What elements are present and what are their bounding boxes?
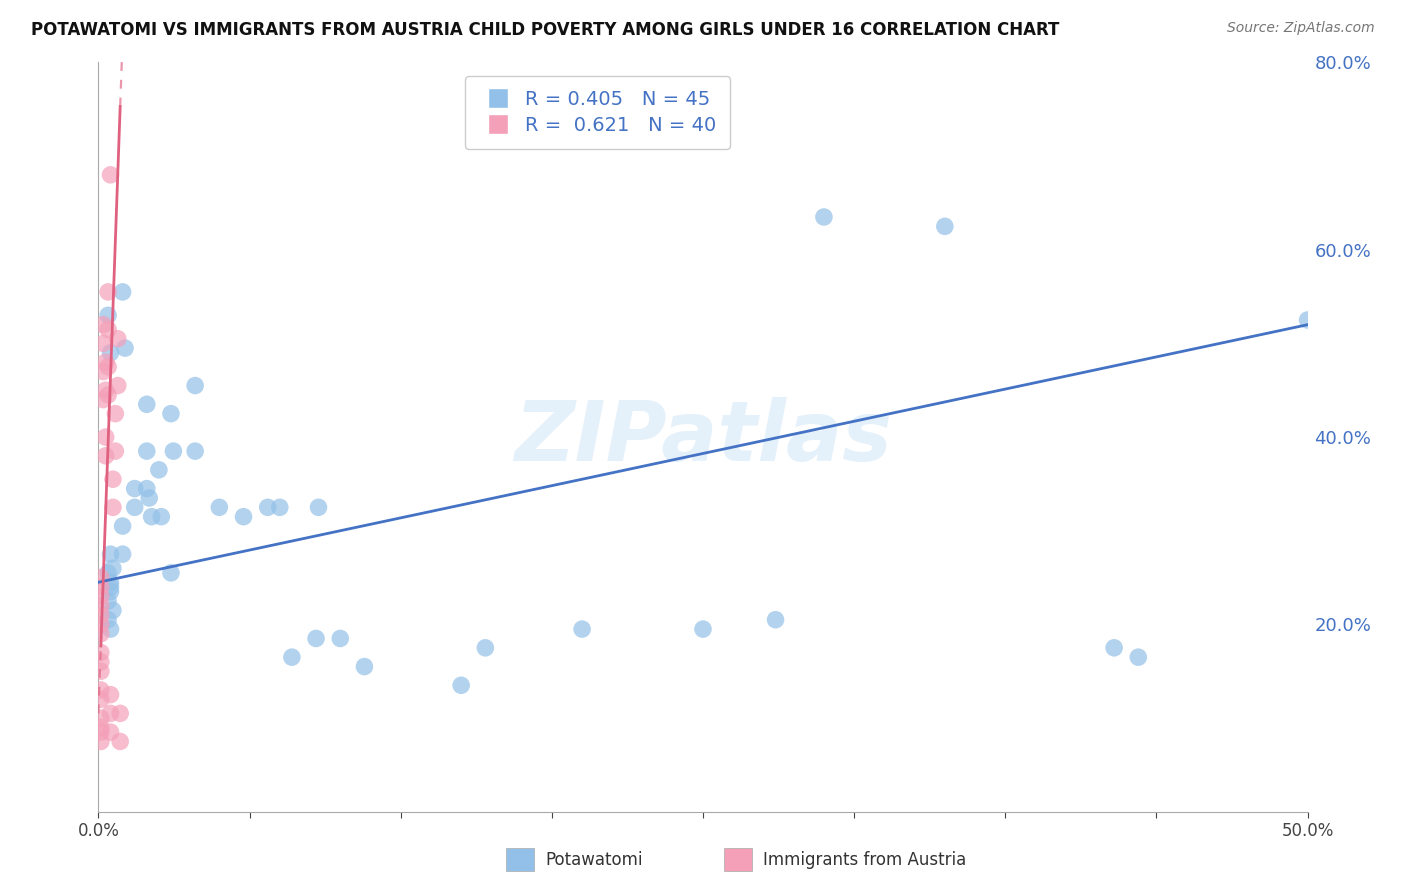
Point — [160, 566, 183, 580]
Point — [100, 580, 122, 594]
Point — [135, 444, 157, 458]
Point — [107, 332, 129, 346]
Point — [94, 355, 117, 369]
Point — [101, 500, 124, 515]
Point — [97, 322, 120, 336]
Point — [571, 622, 593, 636]
Point — [124, 500, 146, 515]
Point — [305, 632, 328, 646]
Point — [100, 706, 122, 721]
Point — [111, 519, 134, 533]
Point — [90, 711, 112, 725]
Point — [765, 613, 787, 627]
Point — [100, 575, 122, 590]
Point — [97, 285, 120, 299]
Point — [97, 594, 120, 608]
Point — [90, 617, 112, 632]
Point — [90, 608, 112, 623]
Point — [108, 734, 131, 748]
Point — [111, 547, 134, 561]
Point — [90, 734, 112, 748]
Point — [90, 721, 112, 735]
Text: Source: ZipAtlas.com: Source: ZipAtlas.com — [1227, 21, 1375, 35]
Text: POTAWATOMI VS IMMIGRANTS FROM AUSTRIA CHILD POVERTY AMONG GIRLS UNDER 16 CORRELA: POTAWATOMI VS IMMIGRANTS FROM AUSTRIA CH… — [31, 21, 1059, 38]
Point — [148, 463, 170, 477]
Point — [208, 500, 231, 515]
Point — [90, 580, 112, 594]
Point — [329, 632, 352, 646]
Point — [90, 692, 112, 706]
Point — [100, 725, 122, 739]
Point — [474, 640, 496, 655]
Point — [308, 500, 330, 515]
Point — [138, 491, 160, 505]
Point — [91, 336, 114, 351]
Point — [1296, 313, 1319, 327]
Point — [91, 392, 114, 407]
Point — [108, 706, 131, 721]
Point — [100, 622, 122, 636]
Legend: R = 0.405   N = 45, R =  0.621   N = 40: R = 0.405 N = 45, R = 0.621 N = 40 — [465, 76, 730, 149]
Point — [91, 365, 114, 379]
Point — [90, 626, 112, 640]
Point — [90, 725, 112, 739]
Point — [100, 168, 122, 182]
Point — [184, 378, 207, 392]
Point — [141, 509, 163, 524]
Point — [160, 407, 183, 421]
Point — [97, 308, 120, 322]
Point — [100, 345, 122, 359]
Point — [101, 603, 124, 617]
Text: Potawatomi: Potawatomi — [546, 851, 643, 869]
Point — [90, 664, 112, 679]
Point — [813, 210, 835, 224]
Point — [111, 285, 134, 299]
Point — [100, 688, 122, 702]
Point — [107, 378, 129, 392]
Point — [94, 430, 117, 444]
Point — [101, 472, 124, 486]
Point — [692, 622, 714, 636]
Point — [97, 613, 120, 627]
Point — [94, 384, 117, 398]
Point — [124, 482, 146, 496]
Point — [162, 444, 184, 458]
Point — [135, 482, 157, 496]
Point — [90, 646, 112, 660]
Point — [91, 318, 114, 332]
Point — [269, 500, 291, 515]
Point — [90, 590, 112, 604]
Point — [100, 547, 122, 561]
Point — [104, 444, 127, 458]
Point — [90, 571, 112, 585]
Point — [184, 444, 207, 458]
Text: Immigrants from Austria: Immigrants from Austria — [763, 851, 967, 869]
Point — [101, 561, 124, 575]
Point — [1128, 650, 1150, 665]
Point — [256, 500, 278, 515]
Point — [90, 655, 112, 669]
Point — [281, 650, 304, 665]
Point — [934, 219, 956, 234]
Point — [104, 407, 127, 421]
Point — [232, 509, 254, 524]
Point — [353, 659, 375, 673]
Point — [450, 678, 472, 692]
Point — [135, 397, 157, 411]
Point — [1102, 640, 1125, 655]
Point — [100, 584, 122, 599]
Point — [97, 388, 120, 402]
Point — [150, 509, 173, 524]
Point — [114, 341, 136, 355]
Point — [97, 359, 120, 374]
Point — [94, 449, 117, 463]
Text: ZIPatlas: ZIPatlas — [515, 397, 891, 477]
Point — [90, 683, 112, 698]
Point — [97, 566, 120, 580]
Point — [90, 599, 112, 613]
